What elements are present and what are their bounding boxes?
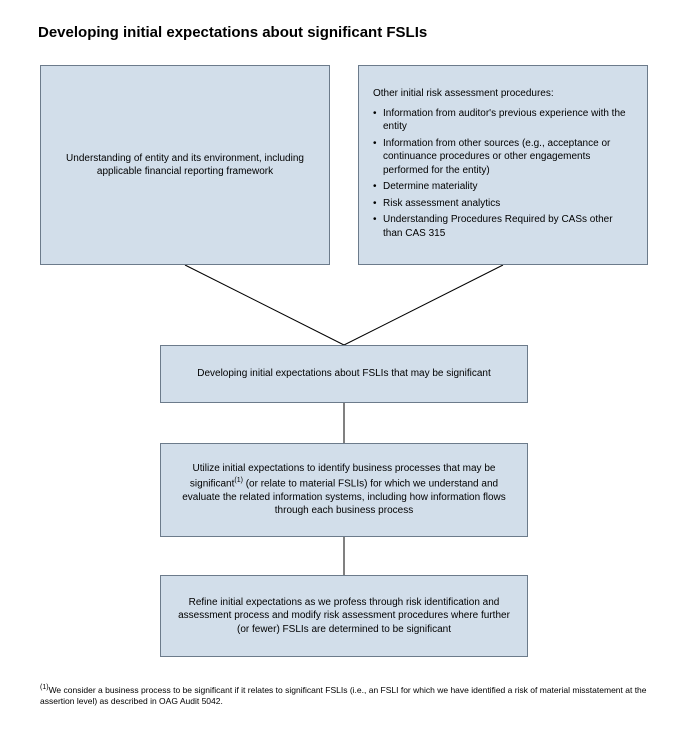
box-other-procedures: Other initial risk assessment procedures… bbox=[358, 65, 648, 265]
box-text: Refine initial expectations as we profes… bbox=[175, 596, 513, 637]
list-item: Risk assessment analytics bbox=[373, 197, 633, 211]
box-text: Understanding of entity and its environm… bbox=[55, 152, 315, 179]
footnote: (1)We consider a business process to be … bbox=[40, 683, 660, 708]
box-text: Developing initial expectations about FS… bbox=[197, 367, 491, 381]
list-item: Information from auditor's previous expe… bbox=[373, 107, 633, 134]
list-item: Understanding Procedures Required by CAS… bbox=[373, 213, 633, 240]
box-refine-expectations: Refine initial expectations as we profes… bbox=[160, 575, 528, 657]
box-utilize-expectations: Utilize initial expectations to identify… bbox=[160, 443, 528, 537]
list-item: Information from other sources (e.g., ac… bbox=[373, 137, 633, 178]
box-list: Information from auditor's previous expe… bbox=[373, 107, 633, 244]
list-item: Determine materiality bbox=[373, 180, 633, 194]
box-text: Utilize initial expectations to identify… bbox=[175, 462, 513, 517]
flowchart-canvas: Understanding of entity and its environm… bbox=[38, 65, 662, 725]
box-understanding-entity: Understanding of entity and its environm… bbox=[40, 65, 330, 265]
box-developing-expectations: Developing initial expectations about FS… bbox=[160, 345, 528, 403]
page-title: Developing initial expectations about si… bbox=[38, 24, 662, 41]
box-lead: Other initial risk assessment procedures… bbox=[373, 87, 633, 101]
